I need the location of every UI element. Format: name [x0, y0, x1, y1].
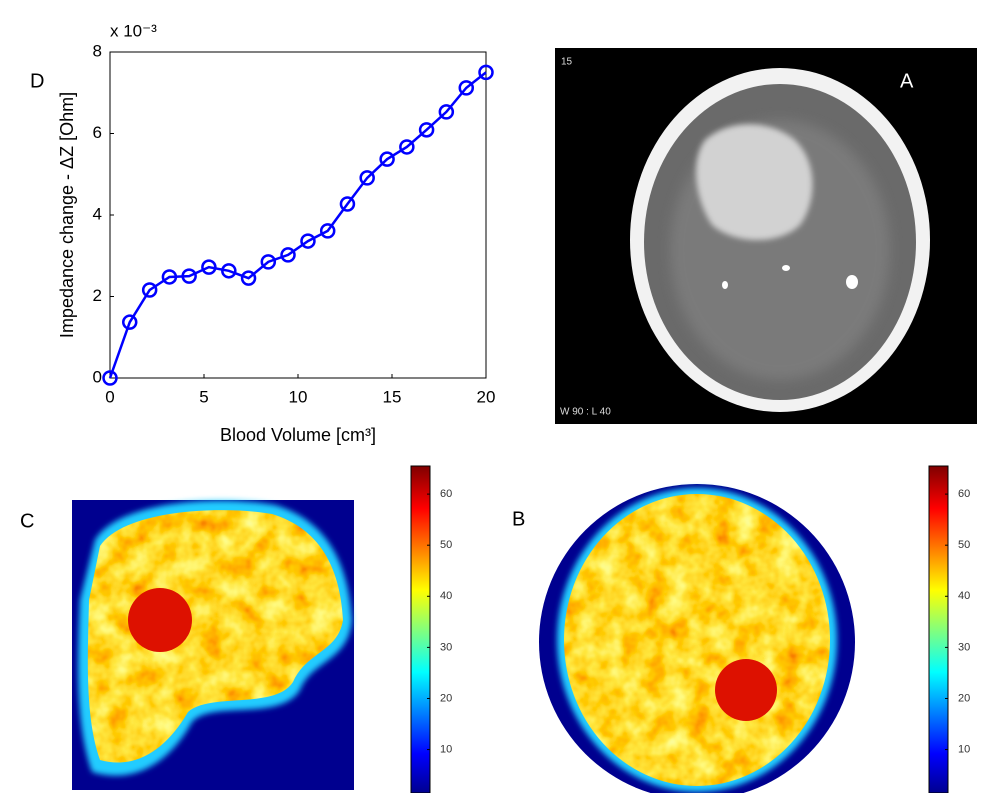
image-annotation: W 90 : L 40	[560, 407, 611, 418]
panel-label: C	[20, 510, 34, 532]
colorbar-tick-label: 40	[440, 590, 452, 602]
y-tick-label: 8	[93, 41, 102, 60]
axis-multiplier: x 10⁻³	[110, 21, 157, 40]
data-marker	[379, 151, 395, 167]
colorbar-tick-label: 60	[958, 488, 970, 500]
data-marker	[300, 233, 316, 249]
data-marker	[359, 170, 375, 186]
colorbar-tick-label: 30	[440, 641, 452, 653]
colorbar-tick-label: 60	[440, 488, 452, 500]
data-marker	[319, 223, 336, 239]
colorbar	[928, 465, 949, 794]
colorbar	[410, 465, 431, 794]
data-marker	[161, 269, 178, 285]
data-marker	[399, 139, 415, 155]
data-line	[108, 71, 487, 379]
data-marker	[102, 370, 118, 386]
image-annotation: 15	[561, 57, 573, 68]
data-marker	[478, 64, 494, 81]
colorbar-tick-label: 10	[440, 743, 452, 755]
x-tick-label: 5	[199, 387, 208, 406]
data-marker	[141, 282, 158, 298]
panel-label: A	[900, 70, 914, 92]
colorbar-tick-label: 20	[958, 692, 970, 704]
data-marker	[260, 254, 277, 270]
panel-label: B	[512, 508, 525, 530]
y-tick-label: 2	[93, 286, 102, 305]
y-axis-label: Impedance change - ΔZ [Ohm]	[57, 92, 77, 338]
x-tick-label: 20	[477, 387, 496, 406]
data-marker	[181, 268, 197, 284]
data-marker	[221, 263, 237, 279]
colorbar-tick-label: 50	[440, 539, 452, 551]
x-axis-label: Blood Volume [cm³]	[220, 425, 376, 445]
plot-frame	[109, 51, 487, 379]
data-marker	[458, 80, 475, 96]
y-tick-label: 0	[93, 367, 102, 386]
x-tick-label: 15	[383, 387, 402, 406]
x-tick-label: 0	[105, 387, 114, 406]
data-marker	[240, 270, 257, 286]
ct-image	[555, 48, 977, 424]
colorbar-tick-label: 40	[958, 590, 970, 602]
data-marker	[280, 247, 296, 263]
data-marker	[418, 122, 435, 138]
colorbar-tick-label: 30	[958, 641, 970, 653]
heatmap-axial	[539, 484, 855, 798]
x-tick-label: 10	[289, 387, 308, 406]
data-marker	[121, 314, 138, 330]
colorbar-tick-label: 50	[958, 539, 970, 551]
colorbar-tick-label: 20	[440, 692, 452, 704]
data-marker	[438, 104, 455, 120]
panel-label: D	[30, 70, 44, 92]
data-marker	[339, 196, 356, 212]
y-tick-label: 6	[93, 123, 102, 142]
y-tick-label: 4	[93, 204, 102, 223]
colorbar-tick-label: 10	[958, 743, 970, 755]
heatmap-sagittal	[72, 500, 354, 790]
data-marker	[201, 259, 217, 275]
